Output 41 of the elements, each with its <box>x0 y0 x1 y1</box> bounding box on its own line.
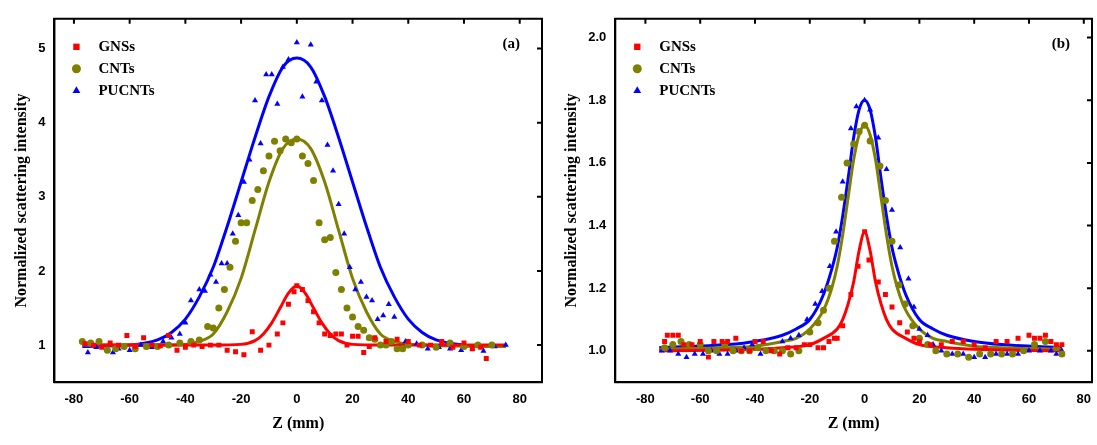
y-tick-label: 1.8 <box>588 91 607 107</box>
x-tick-label: 40 <box>966 390 982 406</box>
x-tick-label: 40 <box>401 390 416 406</box>
x-tick-label: 20 <box>912 390 927 406</box>
x-tick-label: 0 <box>293 390 301 406</box>
x-tick-label: -60 <box>690 390 710 406</box>
legend-label: PUCNTs <box>659 81 716 98</box>
y-tick-label: 1.0 <box>588 342 607 358</box>
x-tick-label: 60 <box>1021 390 1037 406</box>
x-axis-title: Z (mm) <box>272 413 325 432</box>
annotation: (b) <box>1051 35 1070 53</box>
y-tick-label: 2.0 <box>588 29 607 45</box>
x-tick-label: -60 <box>120 390 140 406</box>
legend-label: GNSs <box>98 37 136 54</box>
y-tick-label: 1.2 <box>588 279 607 295</box>
legend-label: PUCNTs <box>98 81 155 98</box>
legend-label: CNTs <box>98 59 135 76</box>
legend-label: CNTs <box>659 59 696 76</box>
y-axis-title: Normalized scattering intensity <box>561 93 580 308</box>
annotation: (a) <box>502 35 520 53</box>
x-tick-label: -80 <box>636 390 655 406</box>
x-tick-label: 0 <box>860 390 869 406</box>
y-tick-label: 1.4 <box>588 217 608 233</box>
x-axis-title: Z (mm) <box>827 413 880 432</box>
y-axis-title: Normalized scattering intensity <box>11 93 30 308</box>
y-tick-label: 3 <box>38 188 46 204</box>
x-tick-label: -40 <box>175 390 195 406</box>
y-tick-label: 1.6 <box>588 154 607 170</box>
x-tick-label: -20 <box>231 390 251 406</box>
x-tick-label: -40 <box>745 390 765 406</box>
x-tick-label: 80 <box>1076 390 1092 406</box>
y-tick-label: 2 <box>38 262 46 278</box>
x-tick-label: 60 <box>456 390 472 406</box>
x-tick-label: -20 <box>800 390 820 406</box>
legend-label: GNSs <box>659 37 697 54</box>
x-tick-label: 80 <box>512 390 527 406</box>
x-tick-label: 20 <box>345 390 360 406</box>
y-tick-label: 1 <box>38 336 46 352</box>
y-tick-label: 4 <box>38 114 47 130</box>
y-tick-label: 5 <box>38 40 46 56</box>
x-tick-label: -80 <box>64 390 84 406</box>
